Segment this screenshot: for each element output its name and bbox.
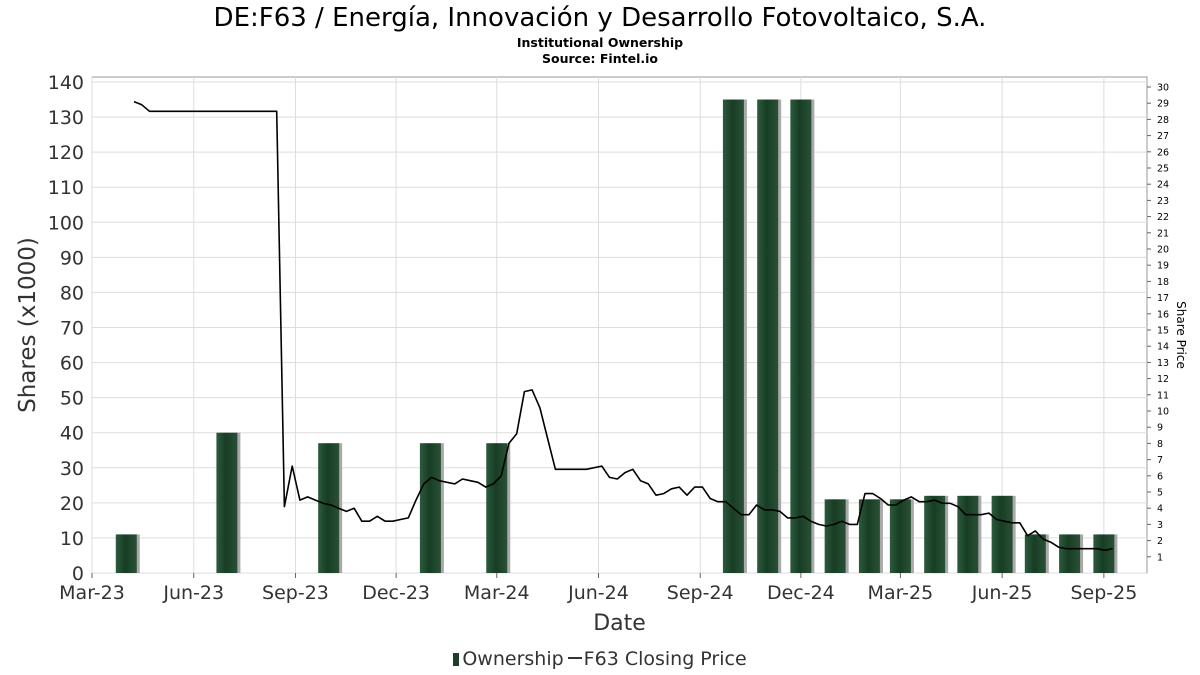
ownership-bar [924,495,946,573]
y2-tick-label: 18 [1157,277,1169,288]
legend-price-swatch [567,657,582,659]
y2-tick-label: 8 [1157,439,1163,450]
y2-tick-label: 29 [1157,99,1169,110]
ownership-bar [824,499,846,573]
y2-tick-label: 11 [1157,390,1169,401]
x-tick-label: Dec-23 [362,582,430,604]
x-tick-label: Mar-25 [868,582,934,604]
y2-tick-label: 16 [1157,309,1169,320]
y-tick-label: 110 [48,177,84,199]
ownership-bar [1059,534,1081,573]
ownership-bar [757,99,779,574]
y2-tick-label: 3 [1157,520,1163,531]
y2-tick-label: 21 [1157,228,1169,239]
legend-ownership-swatch [453,653,460,666]
y-tick-label: 100 [48,212,84,234]
x-tick-label: Jun-23 [162,582,224,604]
chart-legend: Ownership F63 Closing Price [0,647,1200,671]
y2-tick-label: 2 [1157,536,1163,547]
y2-tick-label: 23 [1157,196,1169,207]
y-tick-label: 0 [72,563,84,585]
y-tick-label: 10 [60,528,84,550]
y2-tick-label: 22 [1157,212,1169,223]
ownership-bar [1024,534,1046,573]
y2-axis-title: Share Price [1174,301,1188,369]
y2-tick-label: 12 [1157,374,1169,385]
chart-subtitle: Institutional Ownership [516,35,684,50]
ownership-bar [790,99,812,574]
y2-tick-label: 1 [1157,552,1163,563]
x-axis-title: Date [593,611,646,636]
y2-tick-label: 28 [1157,115,1169,126]
y2-tick-label: 7 [1157,455,1163,466]
ownership-bar [889,499,911,573]
y-tick-label: 30 [60,458,84,480]
plot-area [91,76,1148,574]
y-axis-title: Shares (x1000) [15,237,41,413]
x-tick-label: Sep-25 [1070,582,1137,604]
y2-tick-label: 4 [1157,504,1163,515]
y2-tick-label: 13 [1157,358,1169,369]
price-line [133,100,1113,552]
y-tick-label: 20 [60,493,84,515]
x-tick-label: Dec-24 [767,582,835,604]
x-tick-label: Mar-23 [59,582,125,604]
ownership-bar [1093,534,1115,573]
x-tick-label: Sep-23 [262,582,329,604]
y-tick-label: 120 [48,142,84,164]
ownership-bar [216,432,238,573]
y2-tick-label: 26 [1157,147,1169,158]
y-tick-label: 90 [60,247,84,269]
y2-tick-label: 14 [1157,342,1169,353]
x-tick-label: Jun-25 [971,582,1033,604]
ownership-bar [722,99,744,574]
ownership-bar [115,534,137,573]
ownership-bar [318,443,340,573]
y-tick-label: 40 [60,423,84,445]
y2-tick-label: 19 [1157,261,1169,272]
y2-tick-label: 9 [1157,423,1163,434]
y2-tick-label: 6 [1157,471,1163,482]
y2-tick-label: 30 [1157,83,1169,94]
y-tick-label: 80 [60,282,84,304]
ownership-bar [419,443,441,573]
chart-title: DE:F63 / Energía, Innovación y Desarroll… [213,3,987,33]
y-tick-label: 50 [60,388,84,410]
y2-tick-label: 25 [1157,164,1169,175]
y-tick-label: 70 [60,318,84,340]
y2-tick-label: 27 [1157,131,1169,142]
y-tick-label: 130 [48,107,84,129]
y-tick-label: 60 [60,353,84,375]
x-tick-label: Mar-24 [464,582,530,604]
ownership-bar [858,499,880,573]
y2-tick-label: 10 [1157,407,1169,418]
x-tick-label: Sep-24 [667,582,734,604]
legend-price-label: F63 Closing Price [583,648,747,670]
y2-tick-label: 17 [1157,293,1169,304]
legend-ownership-label: Ownership [462,648,564,670]
y-tick-label: 140 [48,72,84,94]
chart-source: Source: Fintel.io [542,51,658,66]
ownership-bar [957,495,979,573]
y2-tick-label: 24 [1157,180,1169,191]
y2-tick-label: 5 [1157,488,1163,499]
y2-tick-label: 15 [1157,326,1169,337]
y2-tick-label: 20 [1157,245,1169,256]
ownership-bar [991,495,1013,573]
x-tick-label: Jun-24 [567,582,629,604]
